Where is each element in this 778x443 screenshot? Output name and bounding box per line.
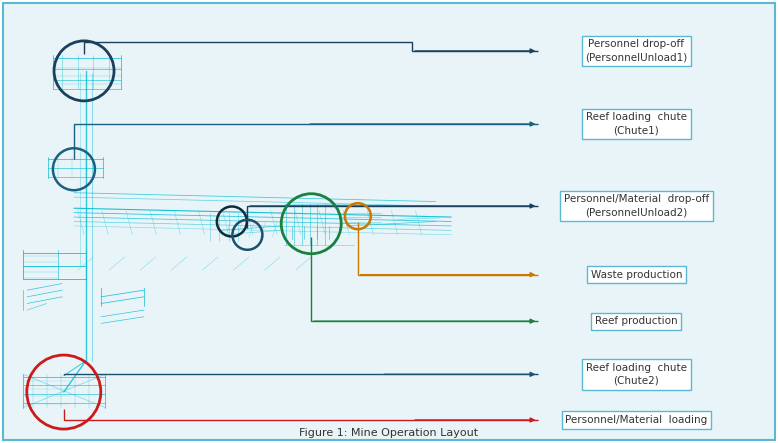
Text: Reef production: Reef production [595,316,678,326]
Text: Personnel/Material  loading: Personnel/Material loading [566,415,707,425]
Text: Figure 1: Mine Operation Layout: Figure 1: Mine Operation Layout [300,427,478,438]
Text: Reef loading  chute
(Chute1): Reef loading chute (Chute1) [586,113,687,136]
Text: Personnel/Material  drop-off
(PersonnelUnload2): Personnel/Material drop-off (PersonnelUn… [564,194,709,218]
Text: Waste production: Waste production [591,270,682,280]
FancyBboxPatch shape [3,3,775,440]
Text: Personnel drop-off
(PersonnelUnload1): Personnel drop-off (PersonnelUnload1) [585,39,688,62]
Text: Reef loading  chute
(Chute2): Reef loading chute (Chute2) [586,363,687,386]
